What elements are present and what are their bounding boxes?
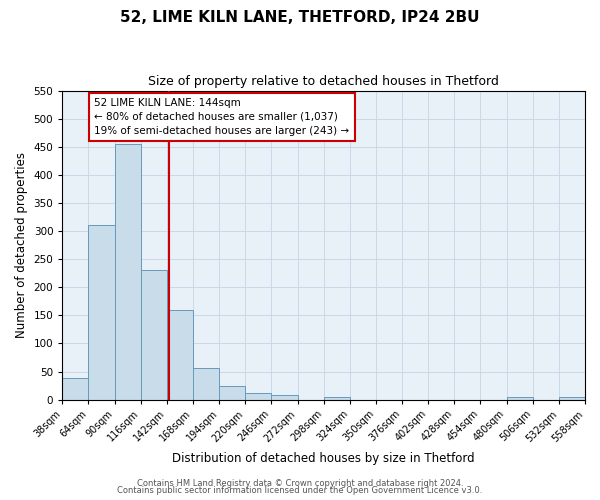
Bar xyxy=(167,310,193,400)
Bar xyxy=(245,393,271,400)
Bar xyxy=(193,368,219,400)
Bar xyxy=(62,378,88,400)
Y-axis label: Number of detached properties: Number of detached properties xyxy=(15,152,28,338)
Bar xyxy=(506,397,533,400)
Bar xyxy=(88,226,115,400)
Bar xyxy=(219,386,245,400)
Text: Contains HM Land Registry data © Crown copyright and database right 2024.: Contains HM Land Registry data © Crown c… xyxy=(137,478,463,488)
Bar xyxy=(271,394,298,400)
X-axis label: Distribution of detached houses by size in Thetford: Distribution of detached houses by size … xyxy=(172,452,475,465)
Text: Contains public sector information licensed under the Open Government Licence v3: Contains public sector information licen… xyxy=(118,486,482,495)
Bar xyxy=(115,144,141,400)
Bar xyxy=(323,397,350,400)
Bar xyxy=(559,397,585,400)
Text: 52, LIME KILN LANE, THETFORD, IP24 2BU: 52, LIME KILN LANE, THETFORD, IP24 2BU xyxy=(120,10,480,25)
Title: Size of property relative to detached houses in Thetford: Size of property relative to detached ho… xyxy=(148,75,499,88)
Text: 52 LIME KILN LANE: 144sqm
← 80% of detached houses are smaller (1,037)
19% of se: 52 LIME KILN LANE: 144sqm ← 80% of detac… xyxy=(94,98,350,136)
Bar xyxy=(141,270,167,400)
